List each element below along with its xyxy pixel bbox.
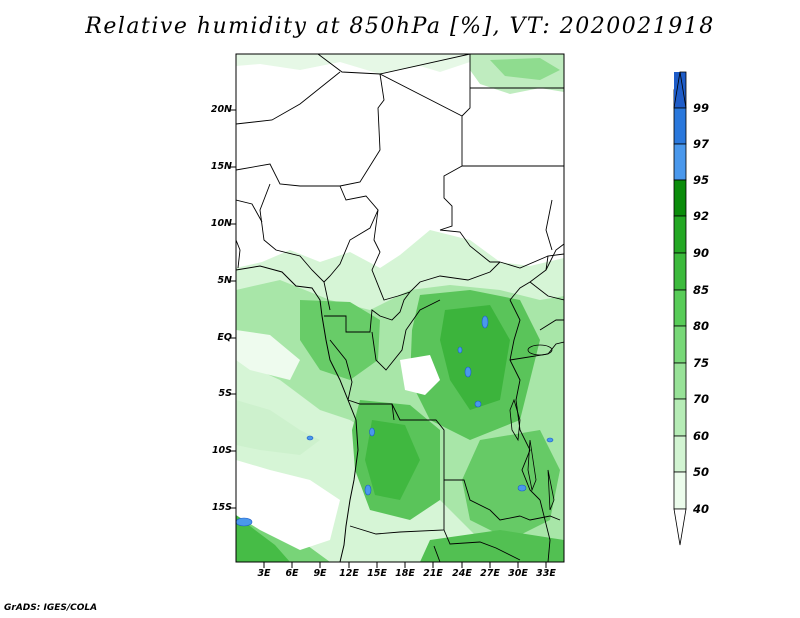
lat-label-10s: 10S (211, 445, 232, 456)
lon-label-33e: 33E (536, 568, 556, 579)
colorbar-label-70: 70 (693, 392, 710, 406)
colorbar-seg-80 (673, 289, 687, 327)
lat-label-15n: 15N (210, 161, 232, 172)
lon-label-6e: 6E (285, 568, 299, 579)
lat-label-5n: 5N (217, 275, 232, 286)
colorbar-label-95: 95 (693, 173, 710, 187)
lon-label-9e: 9E (313, 568, 327, 579)
lon-label-30e: 30E (508, 568, 528, 579)
map-title: Relative humidity at 850hPa [%], VT: 202… (85, 14, 715, 39)
humidity-field (236, 54, 564, 562)
colorbar-label-90: 90 (693, 246, 710, 260)
lon-label-27e: 27E (480, 568, 500, 579)
colorbar-seg-70 (673, 362, 687, 400)
colorbar-label-92: 92 (693, 209, 710, 223)
lat-label-10n: 10N (210, 218, 232, 229)
country-borders (236, 54, 564, 562)
colorbar-label-50: 50 (693, 465, 710, 479)
colorbar-label-85: 85 (693, 283, 710, 297)
colorbar-seg-92 (673, 179, 687, 217)
dry-patch-atlantic (236, 460, 340, 550)
colorbar-seg-90 (673, 215, 687, 254)
colorbar-seg-50 (673, 435, 687, 473)
lat-label-5s: 5S (218, 388, 232, 399)
colorbar-label-97: 97 (693, 137, 710, 151)
lon-label-3e: 3E (257, 568, 271, 579)
colorbar-seg-75 (673, 325, 687, 364)
saturated-spots (236, 315, 554, 527)
colorbar-seg-85 (673, 252, 687, 291)
lon-label-18e: 18E (395, 568, 415, 579)
lon-label-24e: 24E (452, 568, 472, 579)
lat-label-15s: 15S (211, 502, 232, 513)
colorbar-seg-under (673, 508, 687, 546)
lon-label-12e: 12E (339, 568, 359, 579)
north-humid-strip (236, 54, 470, 74)
lon-label-15e: 15E (367, 568, 387, 579)
colorbar-label-75: 75 (693, 356, 710, 370)
colorbar (673, 71, 687, 546)
lat-label-eq: EQ (217, 332, 232, 343)
colorbar-seg-40 (673, 471, 687, 510)
colorbar-label-99: 99 (693, 101, 710, 115)
software-credit: GrADS: IGES/COLA (4, 603, 98, 613)
map-frame (235, 53, 565, 563)
colorbar-seg-60 (673, 398, 687, 437)
colorbar-label-60: 60 (693, 429, 710, 443)
axis-ticks (230, 109, 547, 568)
colorbar-seg-95 (673, 143, 687, 181)
lon-label-21e: 21E (423, 568, 443, 579)
colorbar-label-40: 40 (693, 502, 710, 516)
colorbar-label-80: 80 (693, 319, 710, 333)
lat-label-20n: 20N (210, 104, 232, 115)
colorbar-seg-97 (673, 107, 687, 145)
